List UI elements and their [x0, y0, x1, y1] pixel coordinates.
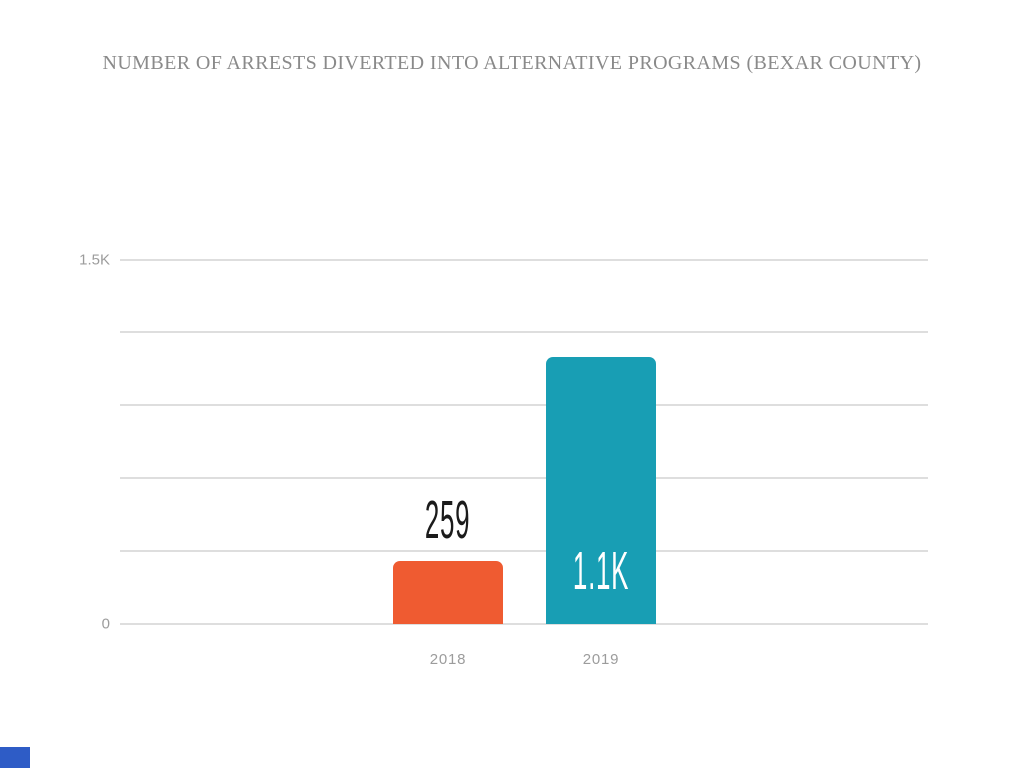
bar-2018	[393, 561, 503, 624]
brand-corner-mark[interactable]	[0, 747, 30, 768]
y-axis-tick-label: 1.5K	[79, 251, 110, 268]
bar-value-label: 259	[425, 488, 471, 551]
x-axis-label: 2018	[429, 651, 467, 668]
x-axis-label: 2019	[582, 651, 620, 668]
y-axis-tick-label: 0	[101, 615, 110, 633]
bar-2019	[546, 356, 656, 624]
gridline	[120, 331, 928, 334]
chart-title: NUMBER OF ARRESTS DIVERTED INTO ALTERNAT…	[102, 52, 922, 74]
gridline	[120, 258, 928, 261]
gridline	[120, 550, 928, 553]
bar-value-label: 1.1K	[572, 539, 630, 601]
gridline	[120, 623, 928, 625]
gridline	[120, 404, 928, 407]
gridline	[120, 477, 928, 480]
